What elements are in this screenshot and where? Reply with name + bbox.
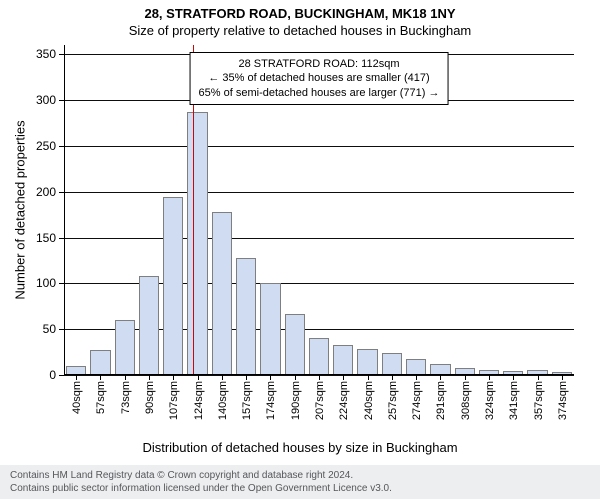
- y-tick-label: 50: [43, 322, 56, 336]
- x-tick-mark: [392, 375, 393, 380]
- annotation-line: ← 35% of detached houses are smaller (41…: [199, 71, 440, 85]
- histogram-bar: [333, 345, 353, 375]
- y-tick-label: 200: [36, 185, 56, 199]
- histogram-bar: [212, 212, 232, 375]
- y-tick-label: 100: [36, 276, 56, 290]
- x-tick-label: 308sqm: [460, 381, 472, 420]
- x-tick-label: 107sqm: [168, 381, 180, 420]
- x-tick-mark: [538, 375, 539, 380]
- attribution-footer: Contains HM Land Registry data © Crown c…: [0, 465, 600, 499]
- x-tick-label: 124sqm: [193, 381, 205, 420]
- x-tick-label: 57sqm: [95, 381, 107, 414]
- x-tick-label: 224sqm: [338, 381, 350, 420]
- x-tick-mark: [222, 375, 223, 380]
- x-tick-mark: [270, 375, 271, 380]
- footer-line: Contains HM Land Registry data © Crown c…: [10, 469, 590, 482]
- chart-title-main: 28, STRATFORD ROAD, BUCKINGHAM, MK18 1NY: [0, 6, 600, 21]
- x-tick-label: 40sqm: [71, 381, 83, 414]
- x-tick-mark: [100, 375, 101, 380]
- x-tick-mark: [319, 375, 320, 380]
- y-tick-mark: [59, 375, 64, 376]
- x-tick-mark: [173, 375, 174, 380]
- y-tick-label: 250: [36, 139, 56, 153]
- histogram-bar: [260, 283, 280, 375]
- chart-title-sub: Size of property relative to detached ho…: [0, 23, 600, 38]
- histogram-bar: [357, 349, 377, 375]
- x-tick-mark: [440, 375, 441, 380]
- x-tick-mark: [465, 375, 466, 380]
- histogram-bar: [309, 338, 329, 375]
- x-axis-label: Distribution of detached houses by size …: [0, 440, 600, 455]
- footer-line: Contains public sector information licen…: [10, 482, 590, 495]
- histogram-bar: [139, 276, 159, 375]
- x-tick-mark: [343, 375, 344, 380]
- x-tick-label: 73sqm: [120, 381, 132, 414]
- x-tick-mark: [562, 375, 563, 380]
- histogram-bar: [236, 258, 256, 375]
- x-tick-label: 174sqm: [265, 381, 277, 420]
- histogram-bar: [90, 350, 110, 375]
- y-tick-label: 150: [36, 231, 56, 245]
- x-tick-label: 341sqm: [508, 381, 520, 420]
- histogram-bar: [382, 353, 402, 375]
- x-tick-mark: [513, 375, 514, 380]
- x-tick-mark: [416, 375, 417, 380]
- y-gridline: [64, 146, 574, 147]
- histogram-bar: [163, 197, 183, 375]
- x-tick-label: 324sqm: [484, 381, 496, 420]
- x-tick-mark: [149, 375, 150, 380]
- x-tick-mark: [246, 375, 247, 380]
- x-tick-label: 274sqm: [411, 381, 423, 420]
- x-tick-label: 190sqm: [290, 381, 302, 420]
- x-tick-mark: [295, 375, 296, 380]
- y-tick-label: 0: [49, 368, 56, 382]
- annotation-line: 65% of semi-detached houses are larger (…: [199, 86, 440, 100]
- x-tick-label: 291sqm: [435, 381, 447, 420]
- histogram-bar: [406, 359, 426, 376]
- y-gridline: [64, 192, 574, 193]
- x-axis-line: [64, 374, 574, 375]
- histogram-bar: [285, 314, 305, 375]
- x-tick-mark: [489, 375, 490, 380]
- x-tick-label: 207sqm: [314, 381, 326, 420]
- y-tick-label: 350: [36, 47, 56, 61]
- x-tick-mark: [76, 375, 77, 380]
- x-tick-label: 140sqm: [217, 381, 229, 420]
- x-tick-label: 257sqm: [387, 381, 399, 420]
- x-tick-mark: [368, 375, 369, 380]
- y-axis-label: Number of detached properties: [13, 120, 28, 299]
- x-tick-label: 357sqm: [533, 381, 545, 420]
- x-tick-label: 374sqm: [557, 381, 569, 420]
- x-tick-mark: [198, 375, 199, 380]
- annotation-box: 28 STRATFORD ROAD: 112sqm← 35% of detach…: [190, 52, 449, 105]
- y-gridline: [64, 238, 574, 239]
- y-tick-label: 300: [36, 93, 56, 107]
- y-axis-line: [64, 45, 65, 375]
- histogram-bar: [115, 320, 135, 375]
- histogram-bar: [187, 112, 207, 375]
- x-tick-label: 90sqm: [144, 381, 156, 414]
- annotation-line: 28 STRATFORD ROAD: 112sqm: [199, 57, 440, 71]
- x-tick-mark: [125, 375, 126, 380]
- x-tick-label: 240sqm: [363, 381, 375, 420]
- x-tick-label: 157sqm: [241, 381, 253, 420]
